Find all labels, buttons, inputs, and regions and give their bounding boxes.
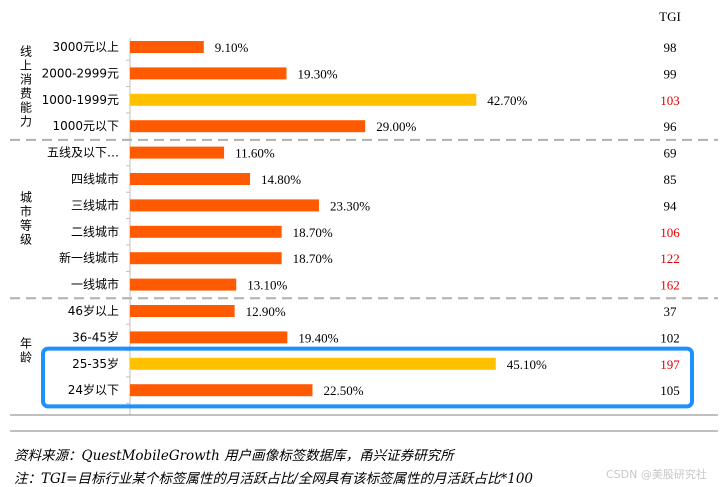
tgi-value: 103: [660, 93, 680, 108]
data-label: 9.10%: [215, 40, 249, 55]
category-label: 2000-2999元: [42, 66, 119, 80]
category-label: 三线城市: [71, 197, 119, 212]
data-label: 23.30%: [330, 198, 370, 213]
category-label: 四线城市: [71, 171, 119, 186]
bar: [130, 199, 319, 212]
tgi-value: 197: [660, 357, 680, 372]
tgi-value: 105: [660, 383, 680, 398]
data-label: 12.90%: [246, 304, 286, 319]
category-label: 一线城市: [71, 277, 119, 292]
tgi-formula-note: 注：TGI=目标行业某个标签属性的月活跃占比/全网具有该标签属性的月活跃占比*1…: [14, 471, 533, 487]
tgi-value: 99: [664, 66, 677, 81]
tgi-value: 98: [664, 40, 677, 55]
data-label: 18.70%: [293, 225, 333, 240]
bar: [130, 357, 496, 370]
bar: [130, 146, 225, 159]
tgi-value: 122: [660, 251, 680, 266]
category-label: 新一线城市: [59, 250, 119, 265]
bar: [130, 120, 366, 133]
tgi-value: 106: [660, 225, 680, 240]
data-label: 11.60%: [235, 146, 275, 161]
watermark: CSDN @美股研究社: [606, 468, 707, 481]
tgi-value: 37: [664, 304, 678, 319]
category-label: 46岁以上: [68, 303, 119, 318]
data-label: 19.40%: [298, 330, 338, 345]
bar: [130, 173, 251, 185]
category-label: 36-45岁: [72, 329, 119, 344]
category-label: 3000元以上: [52, 40, 119, 54]
tgi-value: 69: [664, 146, 677, 161]
bar: [130, 41, 204, 53]
category-label: 1000-1999元: [42, 93, 119, 107]
tgi-value: 85: [664, 172, 677, 187]
data-label: 18.70%: [293, 251, 333, 266]
category-label: 25-35岁: [72, 356, 119, 371]
category-label: 1000元以下: [52, 119, 119, 133]
bar: [130, 67, 287, 80]
bar: [130, 278, 237, 291]
tgi-value: 96: [664, 119, 678, 134]
data-label: 29.00%: [376, 119, 416, 134]
data-label: 22.50%: [323, 383, 363, 398]
group-label: 线上消费能力: [20, 45, 32, 129]
tgi-value: 102: [660, 330, 680, 345]
data-label: 19.30%: [298, 66, 338, 81]
category-label: 五线及以下…: [47, 146, 119, 160]
category-label: 24岁以下: [68, 382, 119, 397]
highlight-box: [41, 346, 694, 409]
data-label: 45.10%: [507, 357, 547, 372]
tgi-value: 94: [664, 198, 678, 213]
bar: [130, 93, 477, 106]
group-label: 年龄: [20, 337, 32, 365]
group-label: 城市等级: [20, 191, 32, 247]
bar: [130, 225, 282, 238]
tgi-value: 162: [660, 278, 680, 293]
source-note: 资料来源：QuestMobileGrowth 用户画像标签数据库，甬兴证券研究所: [14, 448, 454, 464]
bar: [130, 331, 288, 344]
bar: [130, 305, 235, 317]
bar: [130, 252, 282, 265]
data-label: 42.70%: [487, 93, 527, 108]
data-label: 14.80%: [261, 172, 301, 187]
bar: [130, 384, 313, 397]
tgi-header: TGI: [659, 9, 681, 24]
data-label: 13.10%: [247, 278, 287, 293]
category-label: 二线城市: [71, 224, 119, 239]
